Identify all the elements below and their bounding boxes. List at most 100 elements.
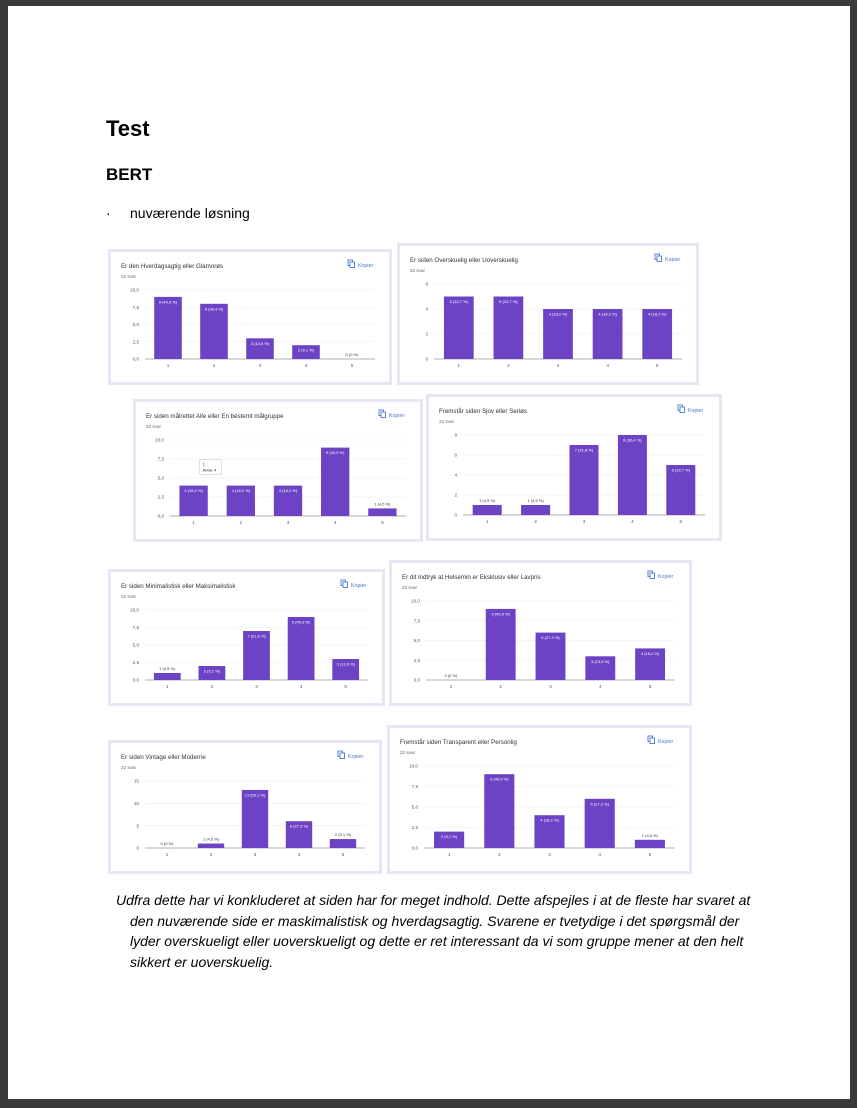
y-tick-label: 7,5 [133, 305, 140, 310]
chart-title: Fremstår siden Transparent eller Personl… [400, 739, 517, 746]
chart-card-vintage-moderne: Er siden Vintage eller Moderne 22 svar Kop… [108, 740, 382, 874]
bar-data-label: 6 (27,3 %) [541, 635, 560, 640]
x-tick-label: 4 [599, 684, 602, 689]
chart-card-sjov-serioes: Fremstår siden Sjov eller Seriøs 22 svar K… [426, 394, 722, 541]
y-tick-label: 2 [425, 332, 428, 337]
bar-data-label: 0 (0 %) [346, 352, 360, 357]
copy-button[interactable]: Kopier [647, 735, 674, 745]
y-tick-label: 0,0 [412, 846, 419, 851]
y-tick-label: 0 [425, 357, 428, 362]
bar [617, 435, 647, 515]
bar-data-label: 1 (4,5 %) [642, 833, 659, 838]
bar [485, 608, 516, 680]
chart-card-maalgruppe: Er siden målrettet Alle eller En bestemt… [133, 399, 423, 542]
bar [666, 465, 696, 515]
copy-icon-front [349, 261, 355, 268]
x-tick-label: 4 [298, 852, 301, 857]
bar-data-label: 9 (40,9 %) [491, 611, 510, 616]
bar-data-label: 1 (4,5 %) [527, 498, 544, 503]
y-tick-label: 0,0 [133, 357, 140, 362]
y-tick-label: 15 [134, 779, 140, 784]
bar-data-label: 9 (40,9 %) [292, 620, 311, 625]
y-tick-label: 2,5 [133, 660, 140, 665]
bar [246, 338, 274, 359]
bar [329, 839, 357, 848]
bar [332, 659, 360, 680]
bar-data-label: 4 (18,2 %) [648, 312, 667, 317]
bar-data-label: 1 (4,5 %) [374, 501, 391, 506]
document-page: Test BERT · nuværende løsning Er den Hve… [8, 6, 850, 1099]
chart-subtitle: 22 svar [400, 750, 416, 755]
bar-chart: Er dit indtryk at Helsemin er Eksklusiv … [402, 570, 675, 689]
copy-icon-front [339, 752, 345, 759]
y-tick-label: 0,0 [158, 514, 165, 519]
copy-button[interactable]: Kopier [378, 409, 405, 419]
y-tick-label: 2,5 [414, 658, 421, 663]
bar-data-label: 5 (22,7 %) [499, 299, 518, 304]
y-tick-label: 5,0 [412, 805, 419, 810]
copy-button[interactable]: Kopier [347, 259, 374, 269]
document-title: Test [106, 116, 150, 141]
x-tick-label: 3 [287, 520, 290, 525]
y-tick-label: 10,0 [155, 438, 164, 443]
x-tick-label: 1 [166, 684, 169, 689]
copy-button[interactable]: Kopier [654, 253, 681, 263]
bar [484, 774, 515, 848]
bar-chart: Er siden Vintage eller Moderne 22 svar Kop… [121, 750, 365, 857]
bar-data-label: 7 (31,8 %) [575, 448, 594, 453]
bar [179, 485, 208, 516]
bar-data-label: 4 (18,2 %) [279, 488, 298, 493]
chart-title: Er siden Overskuelig eller Uoverskuelig [410, 257, 519, 264]
bar-data-label: 6 (27,3 %) [290, 824, 309, 829]
bar [535, 632, 566, 680]
y-tick-label: 2 [454, 493, 457, 498]
chart-subtitle: 22 svar [146, 424, 162, 429]
bar-data-label: 4 (18,2 %) [598, 312, 617, 317]
chart-subtitle: 22 svar [121, 274, 137, 279]
bar [521, 505, 551, 515]
y-tick-label: 8 [454, 433, 457, 438]
bar [200, 303, 228, 359]
copy-button[interactable]: Kopier [337, 750, 364, 760]
bar-data-label: 4 (18,2 %) [641, 651, 660, 656]
conclusion-paragraph: Udfra dette har vi konkluderet at siden … [116, 890, 756, 972]
y-tick-label: 7,5 [158, 457, 165, 462]
x-tick-label: 4 [334, 520, 337, 525]
copy-button[interactable]: Kopier [677, 404, 704, 414]
bar [287, 617, 315, 680]
tooltip-title: 1 [203, 462, 206, 467]
x-tick-label: 1 [448, 852, 451, 857]
bar-data-label: 2 (9,1 %) [204, 669, 221, 674]
y-tick-label: 10,0 [409, 764, 418, 769]
bar [197, 843, 225, 848]
x-tick-label: 5 [344, 684, 347, 689]
copy-button[interactable]: Kopier [340, 579, 367, 589]
chart-title: Fremstår siden Sjov eller Seriøs [439, 408, 527, 415]
bar [592, 309, 623, 359]
bar-chart: Er siden Minimalistisk eller Maksimalist… [121, 579, 368, 689]
copy-button[interactable]: Kopier [647, 570, 674, 580]
bar [198, 666, 226, 680]
bar-data-label: 6 (27,3 %) [590, 801, 609, 806]
bar-data-label: 3 (13,6 %) [251, 341, 270, 346]
chart-card-minimalistisk: Er siden Minimalistisk eller Maksimalist… [108, 569, 385, 706]
bar [585, 656, 616, 680]
bar-data-label: 1 (4,5 %) [203, 837, 220, 842]
bar-chart: Fremstår siden Sjov eller Seriøs 22 svar K… [439, 404, 705, 524]
bar-data-label: 5 (22,7 %) [672, 468, 691, 473]
x-tick-label: 5 [351, 363, 354, 368]
x-tick-label: 3 [557, 363, 560, 368]
bar [154, 296, 182, 359]
y-tick-label: 0,0 [133, 678, 140, 683]
y-tick-label: 7,5 [133, 625, 140, 630]
x-tick-label: 4 [305, 363, 308, 368]
bar [153, 673, 181, 680]
x-tick-label: 1 [486, 519, 489, 524]
x-tick-label: 5 [649, 852, 652, 857]
y-tick-label: 5,0 [133, 322, 140, 327]
copy-label: Kopier [658, 739, 674, 745]
section-heading: BERT [106, 165, 153, 184]
bar-data-label: 2 (9,1 %) [298, 348, 315, 353]
bar-chart: Er siden målrettet Alle eller En bestemt… [146, 409, 406, 525]
